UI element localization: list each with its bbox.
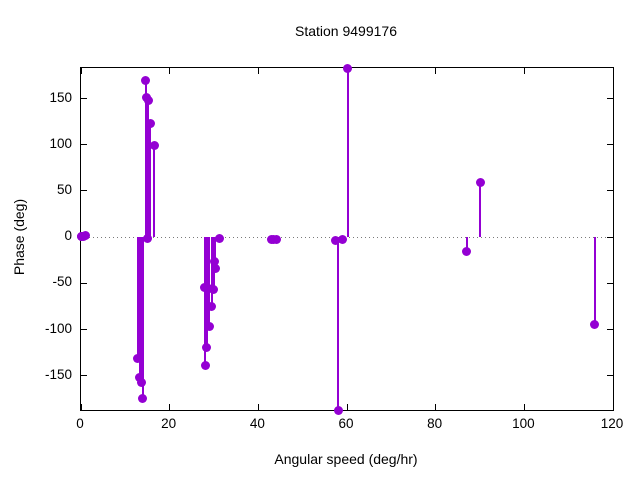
x-tick-mark: [523, 404, 525, 410]
y-tick-mark-right: [607, 282, 613, 284]
y-tick-mark: [81, 144, 87, 146]
data-point: [200, 361, 210, 371]
data-point: [338, 234, 348, 244]
data-point: [209, 285, 219, 295]
data-point: [209, 256, 219, 266]
data-stem: [153, 145, 156, 238]
data-point: [333, 405, 343, 415]
y-tick-mark-right: [607, 236, 613, 238]
data-point: [143, 95, 153, 105]
data-point: [272, 234, 281, 244]
data-point: [330, 236, 340, 246]
x-tick-mark: [169, 404, 171, 410]
data-stem: [147, 100, 150, 238]
data-stem: [138, 237, 141, 378]
x-tick-label: 100: [512, 416, 535, 431]
data-point: [462, 247, 472, 257]
x-tick-mark-top: [612, 68, 614, 74]
data-stem: [145, 97, 148, 238]
x-tick-label: 80: [427, 416, 443, 431]
data-stem: [141, 237, 144, 399]
y-tick-label: 150: [49, 89, 72, 105]
data-point: [343, 63, 353, 73]
data-point: [207, 301, 217, 311]
data-point: [135, 373, 145, 383]
data-point: [202, 342, 212, 352]
data-stem: [465, 237, 468, 252]
x-tick-mark-top: [257, 68, 259, 74]
data-stem: [479, 182, 481, 238]
data-point: [137, 377, 147, 387]
data-point: [133, 353, 143, 363]
x-tick-mark: [80, 404, 82, 410]
data-point: [204, 322, 214, 332]
y-tick-label: -100: [44, 320, 72, 336]
data-point: [475, 178, 485, 188]
data-stem: [149, 123, 152, 238]
y-tick-mark: [81, 329, 87, 331]
y-tick-mark-right: [607, 329, 613, 331]
data-stem: [136, 237, 139, 359]
x-axis-label: Angular speed (deg/hr): [274, 451, 418, 467]
data-point: [214, 233, 224, 243]
data-stem: [593, 237, 596, 325]
data-point: [590, 319, 600, 329]
x-tick-label: 60: [338, 416, 354, 431]
y-tick-label: 0: [64, 228, 72, 244]
y-tick-mark-right: [607, 375, 613, 377]
x-tick-mark-top: [169, 68, 171, 74]
data-point: [81, 230, 91, 240]
data-point: [149, 141, 159, 151]
chart-title: Station 9499176: [295, 23, 397, 39]
x-tick-mark: [346, 404, 348, 410]
y-tick-label: 100: [49, 135, 72, 151]
y-tick-mark-right: [607, 144, 613, 146]
y-tick-label: 50: [56, 181, 72, 197]
x-tick-mark-top: [80, 68, 82, 74]
data-point: [203, 284, 213, 294]
y-tick-mark: [81, 282, 87, 284]
plot-area: [76, 63, 614, 415]
x-tick-label: 20: [161, 416, 177, 431]
x-tick-label: 0: [76, 416, 84, 431]
data-stem: [346, 68, 349, 238]
data-stem: [337, 237, 340, 410]
x-tick-mark-top: [523, 68, 525, 74]
data-point: [145, 118, 155, 128]
data-stem: [208, 237, 211, 327]
data-stem: [214, 237, 217, 269]
y-tick-mark: [81, 190, 87, 192]
y-tick-mark: [81, 98, 87, 99]
data-point: [210, 264, 220, 274]
y-tick-mark-right: [607, 98, 613, 99]
x-tick-label: 40: [249, 416, 265, 431]
x-tick-mark: [257, 404, 259, 410]
data-stem: [204, 237, 207, 366]
y-tick-mark: [81, 375, 87, 377]
data-point: [141, 75, 151, 85]
y-tick-label: -50: [52, 274, 72, 290]
x-tick-mark: [612, 404, 614, 410]
x-tick-mark-top: [435, 68, 437, 74]
data-point: [138, 394, 148, 404]
y-tick-mark-right: [607, 190, 613, 192]
x-tick-label: 120: [600, 416, 624, 431]
y-tick-label: -150: [44, 366, 72, 382]
zero-line: [81, 236, 613, 238]
x-tick-mark: [435, 404, 437, 410]
data-point: [143, 233, 153, 243]
